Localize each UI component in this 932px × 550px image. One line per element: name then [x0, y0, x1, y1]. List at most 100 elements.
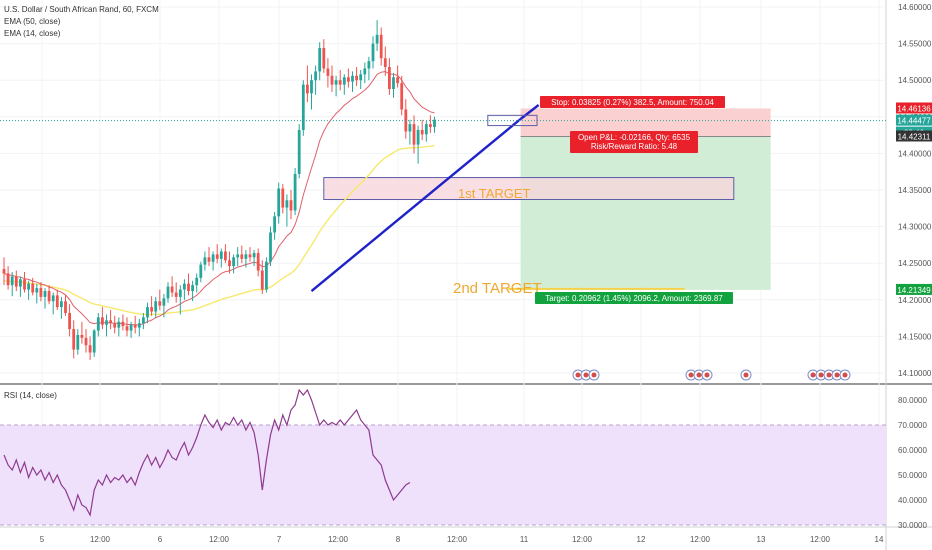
event-flag-dot: [696, 372, 702, 378]
candle-body: [396, 77, 399, 84]
ema50-line: [3, 144, 435, 316]
stop-price-badge-bg: [896, 102, 932, 114]
candle: [10, 271, 14, 297]
candle: [96, 312, 100, 337]
candle: [371, 36, 375, 69]
event-flag-dot: [826, 372, 832, 378]
candle: [392, 72, 395, 98]
candle-body: [359, 74, 363, 81]
candle-body: [47, 291, 51, 302]
rsi-tick: 60.0000: [898, 446, 927, 455]
trendline-extension: [519, 104, 540, 120]
candle: [293, 168, 297, 215]
candle: [84, 329, 88, 353]
event-flag-dot: [743, 372, 749, 378]
rsi-tick: 30.0000: [898, 521, 927, 530]
rsi-legend[interactable]: RSI (14, close): [4, 391, 57, 400]
candle-body: [191, 285, 194, 292]
candle: [277, 182, 281, 224]
candle: [416, 125, 420, 164]
candle-body: [27, 283, 30, 290]
candle-body: [342, 77, 346, 85]
candle-body: [273, 216, 276, 233]
candle: [400, 75, 404, 116]
candle: [2, 257, 6, 286]
candle: [117, 317, 121, 337]
candle: [31, 277, 35, 296]
candle-body: [293, 173, 297, 211]
candle: [297, 124, 301, 179]
time-tick: 6: [158, 535, 163, 544]
event-flag-dot: [810, 372, 816, 378]
candle: [412, 115, 416, 154]
ema14-line: [3, 71, 435, 326]
candle: [256, 248, 260, 277]
candle: [146, 302, 149, 324]
candle-body: [269, 232, 272, 262]
candle-body: [14, 276, 18, 287]
candle: [199, 261, 203, 283]
candle-body: [187, 283, 190, 292]
candle: [51, 292, 55, 315]
trade-zones: [323, 108, 771, 290]
candle-body: [260, 270, 264, 290]
pnl-label-text: Open P&L: -0.02166, Qty: 6535: [578, 133, 691, 142]
ema14-legend[interactable]: EMA (14, close): [4, 29, 61, 38]
price-tick: 14.10000: [898, 369, 932, 378]
price-axis[interactable]: 14.6000014.5500014.5000014.4500014.40000…: [896, 3, 932, 378]
ema50-legend[interactable]: EMA (50, close): [4, 17, 61, 26]
candle: [375, 20, 379, 51]
candle-body: [39, 288, 43, 297]
candle: [326, 58, 330, 88]
candle: [47, 285, 51, 305]
candle: [76, 329, 80, 355]
open-price-badge-bg: [896, 130, 932, 142]
rsi-tick: 80.0000: [898, 396, 927, 405]
candle: [92, 329, 96, 357]
candle-body: [215, 254, 219, 259]
candle-body: [314, 71, 317, 81]
candle: [408, 119, 412, 145]
candle-body: [199, 264, 203, 278]
drawings[interactable]: 1st TARGET 2nd TARGET Stop: 0.03825 (0.27%…: [0, 96, 886, 304]
candle-body: [289, 200, 293, 211]
candle-body: [228, 260, 231, 267]
candle: [183, 279, 186, 300]
time-tick: 12:00: [90, 535, 111, 544]
rsi-band: [0, 425, 886, 525]
candle: [310, 74, 313, 110]
candle-body: [113, 323, 117, 328]
rsi-axis[interactable]: 80.0000 70.0000 60.0000 50.0000 40.0000 30.00…: [898, 396, 927, 530]
candle-body: [281, 188, 285, 208]
time-tick: 12:00: [810, 535, 831, 544]
candle-body: [355, 75, 358, 81]
candle-body: [195, 277, 199, 286]
time-tick: 12:00: [328, 535, 349, 544]
price-tick: 14.30000: [898, 223, 932, 232]
candle: [43, 288, 47, 309]
candle-body: [277, 188, 281, 217]
candle: [367, 56, 371, 81]
candle: [166, 282, 170, 303]
candle-body: [420, 129, 424, 135]
economic-events[interactable]: [572, 369, 851, 381]
candle-body: [347, 77, 350, 82]
candle: [68, 304, 71, 337]
time-axis[interactable]: 5 12:00 6 12:00 7 12:00 8 12:00 11 12:00 12 12:00 13…: [40, 535, 884, 544]
candle: [285, 194, 289, 227]
candle-body: [162, 298, 166, 306]
time-tick: 8: [396, 535, 401, 544]
candle-body: [207, 257, 211, 262]
candle: [265, 257, 268, 293]
candle: [248, 247, 252, 262]
candle: [342, 74, 346, 95]
symbol-title[interactable]: U.S. Dollar / South African Rand, 60, FX…: [4, 5, 159, 14]
time-tick: 5: [40, 535, 45, 544]
candle: [273, 211, 276, 240]
candle: [191, 280, 194, 302]
candle: [334, 75, 338, 97]
candle: [170, 276, 174, 297]
event-flag-dot: [704, 372, 710, 378]
rsi-line: [3, 388, 411, 517]
candle-body: [310, 80, 313, 94]
